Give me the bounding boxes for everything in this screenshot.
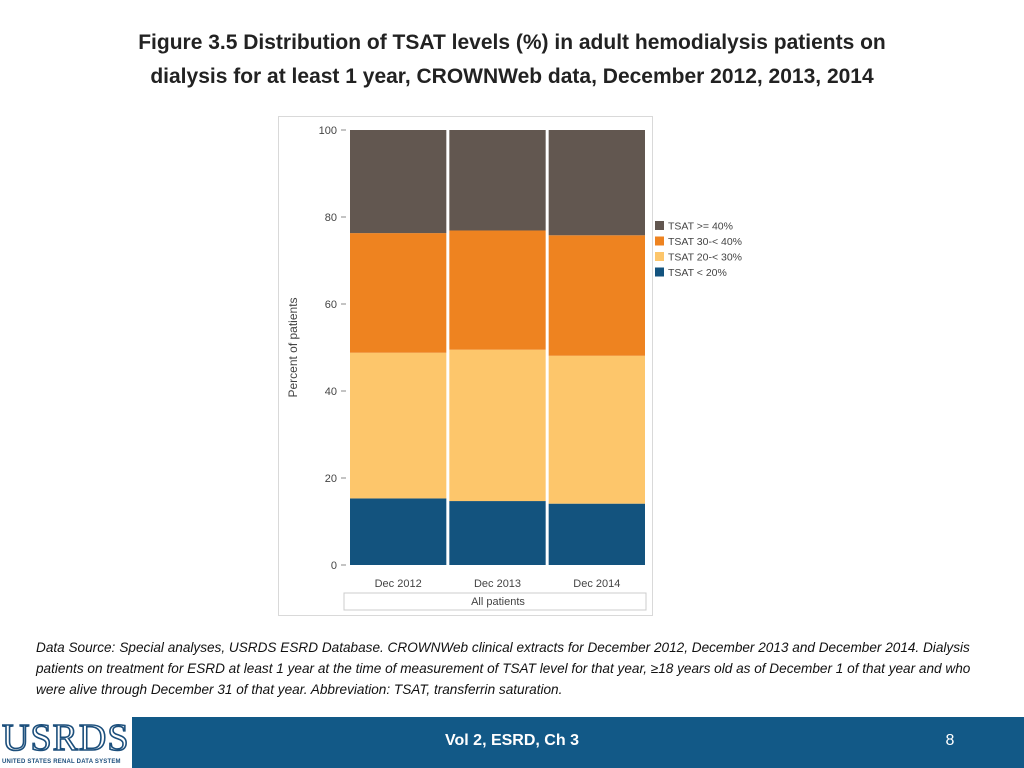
footer-bar (0, 717, 1024, 768)
bar-segment (350, 130, 447, 234)
y-tick-label: 20 (325, 473, 337, 485)
data-source-text: Special analyses, USRDS ESRD Database. C… (36, 640, 971, 697)
bar-segment (548, 355, 645, 504)
bar-segment (449, 230, 546, 350)
legend-label: TSAT < 20% (668, 267, 727, 279)
logo-subtitle: UNITED STATES RENAL DATA SYSTEM (2, 759, 121, 765)
chart-frame: 0 20 40 60 80 100 Percent of patients Dec 2012 D… (278, 116, 742, 616)
legend-swatch (655, 221, 664, 230)
figure-title: Figure 3.5 Distribution of TSAT levels (… (60, 26, 964, 94)
legend-swatch (655, 252, 664, 261)
legend-label: TSAT 20-< 30% (668, 252, 742, 264)
y-tick-label: 40 (325, 386, 337, 398)
legend-swatch (655, 267, 664, 277)
x-tick-label: Dec 2014 (573, 578, 620, 590)
bar-segment (548, 503, 645, 565)
bar-segment (449, 501, 546, 565)
x-tick-label: Dec 2013 (474, 578, 521, 590)
legend-label: TSAT >= 40% (668, 221, 733, 233)
y-tick-label: 60 (325, 299, 337, 311)
bar-segment (350, 352, 447, 499)
y-tick-label: 100 (319, 125, 337, 137)
legend-label: TSAT 30-< 40% (668, 236, 742, 248)
footer-label: Vol 2, ESRD, Ch 3 (445, 732, 579, 749)
title-line-1: Figure 3.5 Distribution of TSAT levels (… (138, 31, 886, 54)
x-group-box (343, 592, 647, 611)
bar-segment (548, 130, 645, 236)
logo-text: USRDS (1, 717, 130, 759)
y-axis-title: Percent of patients (286, 297, 300, 397)
y-tick-label: 0 (331, 560, 337, 572)
bar-segment (350, 233, 447, 353)
x-tick-label: Dec 2012 (375, 578, 422, 590)
y-tick-label: 80 (325, 212, 337, 224)
x-axis-title: All patients (471, 596, 525, 608)
data-source-note: Data Source: Special analyses, USRDS ESRD… (36, 637, 986, 700)
bar-segment (449, 130, 546, 231)
bar-segment (350, 498, 447, 565)
legend-swatch (655, 236, 664, 246)
stacked-bar-chart: 0 20 40 60 80 100 Percent of patients Dec 2012 D… (286, 125, 742, 611)
title-line-2: dialysis for at least 1 year, CROWNWeb d… (150, 65, 874, 88)
bar-segment (449, 349, 546, 502)
page-number: 8 (945, 732, 955, 749)
usrds-logo: USRDS UNITED STATES RENAL DATA SYSTEM (0, 714, 132, 768)
data-source-label: Data Source: (36, 640, 116, 655)
bar-segment (548, 235, 645, 356)
